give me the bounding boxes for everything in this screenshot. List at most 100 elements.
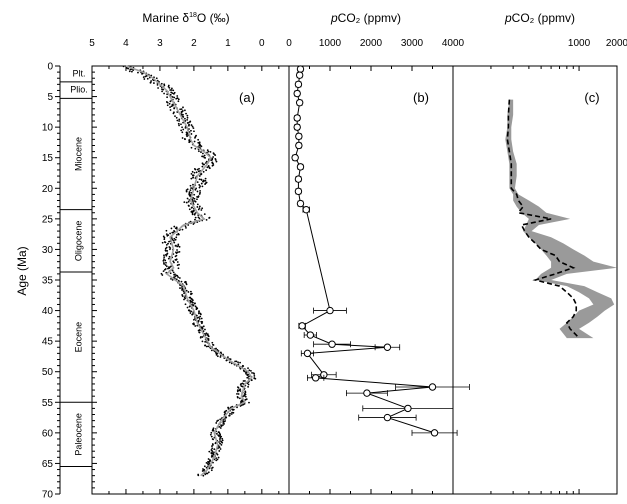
panel-a-raw-point [176,233,178,236]
panel-a-raw-point [204,340,207,343]
panel-a-raw-point [214,442,217,445]
panel-b-point [296,199,305,208]
panel-a-raw-point [184,126,187,129]
panel-a-raw-point [191,198,194,201]
panel-a-raw-point [171,269,174,272]
panel-a-raw-point [182,113,184,116]
panel-a-raw-point [131,70,133,73]
panel-a-raw-point [185,189,188,192]
panel-a-raw-point [198,186,201,189]
panel-a-raw-point [162,259,165,262]
panel-a-raw-point [169,106,171,109]
panel-a-raw-point [201,207,204,210]
panel-a-raw-point [221,441,224,444]
panel-a-raw-point [219,356,222,358]
panel-a-raw-point [194,305,197,308]
y-tick-label: 65 [42,459,54,470]
panel-a-raw-point [190,124,193,126]
panel-a-raw-point [169,232,172,235]
panel-a-raw-point [192,127,195,130]
panel-a-raw-point [202,180,204,183]
panel-a-raw-point [193,323,195,326]
panel-b-point [383,413,392,422]
panel-a-raw-point [198,193,201,195]
panel-b-point [293,89,301,98]
panel-a-raw-point [190,310,193,313]
panel-a-raw-point [204,328,206,331]
panel-a-raw-point [198,331,201,334]
panel-a-raw-point [187,291,190,293]
panel-a-raw-point [180,280,183,283]
panel-a-raw-point [213,153,215,155]
panel-a-raw-point [187,124,190,127]
panel-a-raw-point [146,77,149,80]
panel-a-raw-point [170,87,173,90]
panel-b-point [295,132,303,141]
panel-a-raw-point [250,379,253,382]
panel-b-point [293,123,301,131]
panel-a-raw-point [253,375,256,377]
y-tick-label: 35 [42,276,54,287]
panel-a-raw-point [178,250,181,253]
epoch-label: Plio. [70,85,88,95]
panel-a-raw-point [188,208,191,211]
panel-a-raw-point [192,183,194,186]
panel-a-raw-point [235,360,238,363]
panel-a-raw-point [168,255,171,258]
panel-a-raw-point [198,311,200,314]
panel-a-raw-point [251,372,253,374]
y-tick-label: 70 [42,490,54,501]
panel-a-raw-point [176,97,179,100]
panel-a-raw-point [220,444,223,446]
panel-a-raw-point [212,443,214,446]
panel-a-raw-point [228,414,231,417]
panel-a-raw-point [190,293,192,296]
panel-a-raw-point [204,344,206,347]
panel-a-raw-point [219,448,222,450]
panel-a-raw-point [225,359,228,362]
panel-a-raw-point [217,456,220,459]
panel-a-raw-point [160,82,163,85]
panel-a-raw-point [185,201,188,204]
panel-a-raw-point [219,437,221,440]
panel-a-raw-point [178,245,181,248]
panel-a-raw-point [167,267,169,270]
panel-a-raw-point [198,205,201,208]
panel-a-raw-point [170,227,173,230]
panel-a-raw-point [212,162,214,165]
panel-a-raw-point [208,450,211,453]
y-tick-label: 30 [42,245,54,256]
panel-a-raw-point [215,353,218,356]
panel-a-raw-point [156,83,159,86]
panel-a-raw-point [173,273,175,276]
epoch-label: Eocene [73,322,83,353]
panel-a-x-tick-label: 2 [191,38,197,49]
panel-a-raw-point [163,92,165,95]
panel-a-raw-point [129,68,132,71]
panel-a-raw-point [149,81,152,84]
panel-a-raw-point [250,369,252,372]
panel-a-raw-point [177,233,180,236]
panel-a-raw-point [193,130,195,133]
panel-a-raw-point [185,112,187,115]
panel-b-point [430,429,439,437]
panel-a-raw-point [173,261,175,264]
panel-a-raw-point [217,350,220,352]
panel-a-raw-point [203,163,206,166]
panel-a-raw-point [166,101,169,104]
panel-a-raw-point [204,473,207,476]
panel-a-raw-point [171,96,174,98]
panel-a-raw-point [188,309,191,312]
panel-a-raw-point [213,451,215,454]
panel-a-raw-point [175,252,178,254]
panel-a-raw-point [197,170,200,173]
panel-a-raw-point [164,247,167,250]
y-tick-label: 10 [42,123,54,134]
panel-a-raw-point [137,71,139,74]
panel-a-raw-point [210,435,213,438]
panel-a-raw-point [207,335,210,338]
panel-a-raw-point [216,453,219,456]
panel-a-raw-point [181,286,183,288]
panel-a-raw-point [198,175,201,177]
